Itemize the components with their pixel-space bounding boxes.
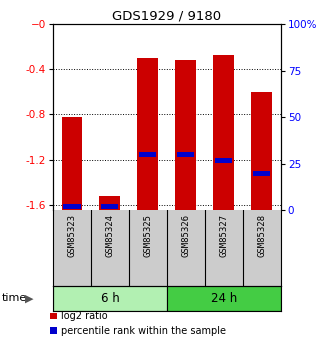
- Bar: [62, 117, 82, 210]
- Text: time: time: [2, 294, 27, 303]
- Legend: log2 ratio, percentile rank within the sample: log2 ratio, percentile rank within the s…: [47, 307, 230, 340]
- Bar: [167, 286, 281, 310]
- Text: GSM85327: GSM85327: [219, 214, 229, 257]
- Bar: [53, 286, 167, 310]
- Bar: [251, 92, 272, 210]
- Text: GSM85326: GSM85326: [181, 214, 190, 257]
- Bar: [137, 58, 158, 210]
- Text: GSM85324: GSM85324: [105, 214, 115, 257]
- Bar: [64, 204, 81, 209]
- Text: GSM85328: GSM85328: [257, 214, 266, 257]
- Bar: [215, 158, 232, 163]
- Bar: [101, 204, 118, 209]
- Bar: [139, 152, 156, 157]
- Title: GDS1929 / 9180: GDS1929 / 9180: [112, 10, 221, 23]
- Text: 24 h: 24 h: [211, 292, 237, 305]
- Bar: [213, 55, 234, 210]
- Text: ▶: ▶: [25, 294, 33, 303]
- Text: GSM85325: GSM85325: [143, 214, 152, 257]
- Text: 6 h: 6 h: [100, 292, 119, 305]
- Text: GSM85323: GSM85323: [67, 214, 76, 257]
- Bar: [100, 196, 120, 210]
- Bar: [176, 60, 196, 210]
- Bar: [178, 152, 195, 157]
- Bar: [253, 171, 270, 176]
